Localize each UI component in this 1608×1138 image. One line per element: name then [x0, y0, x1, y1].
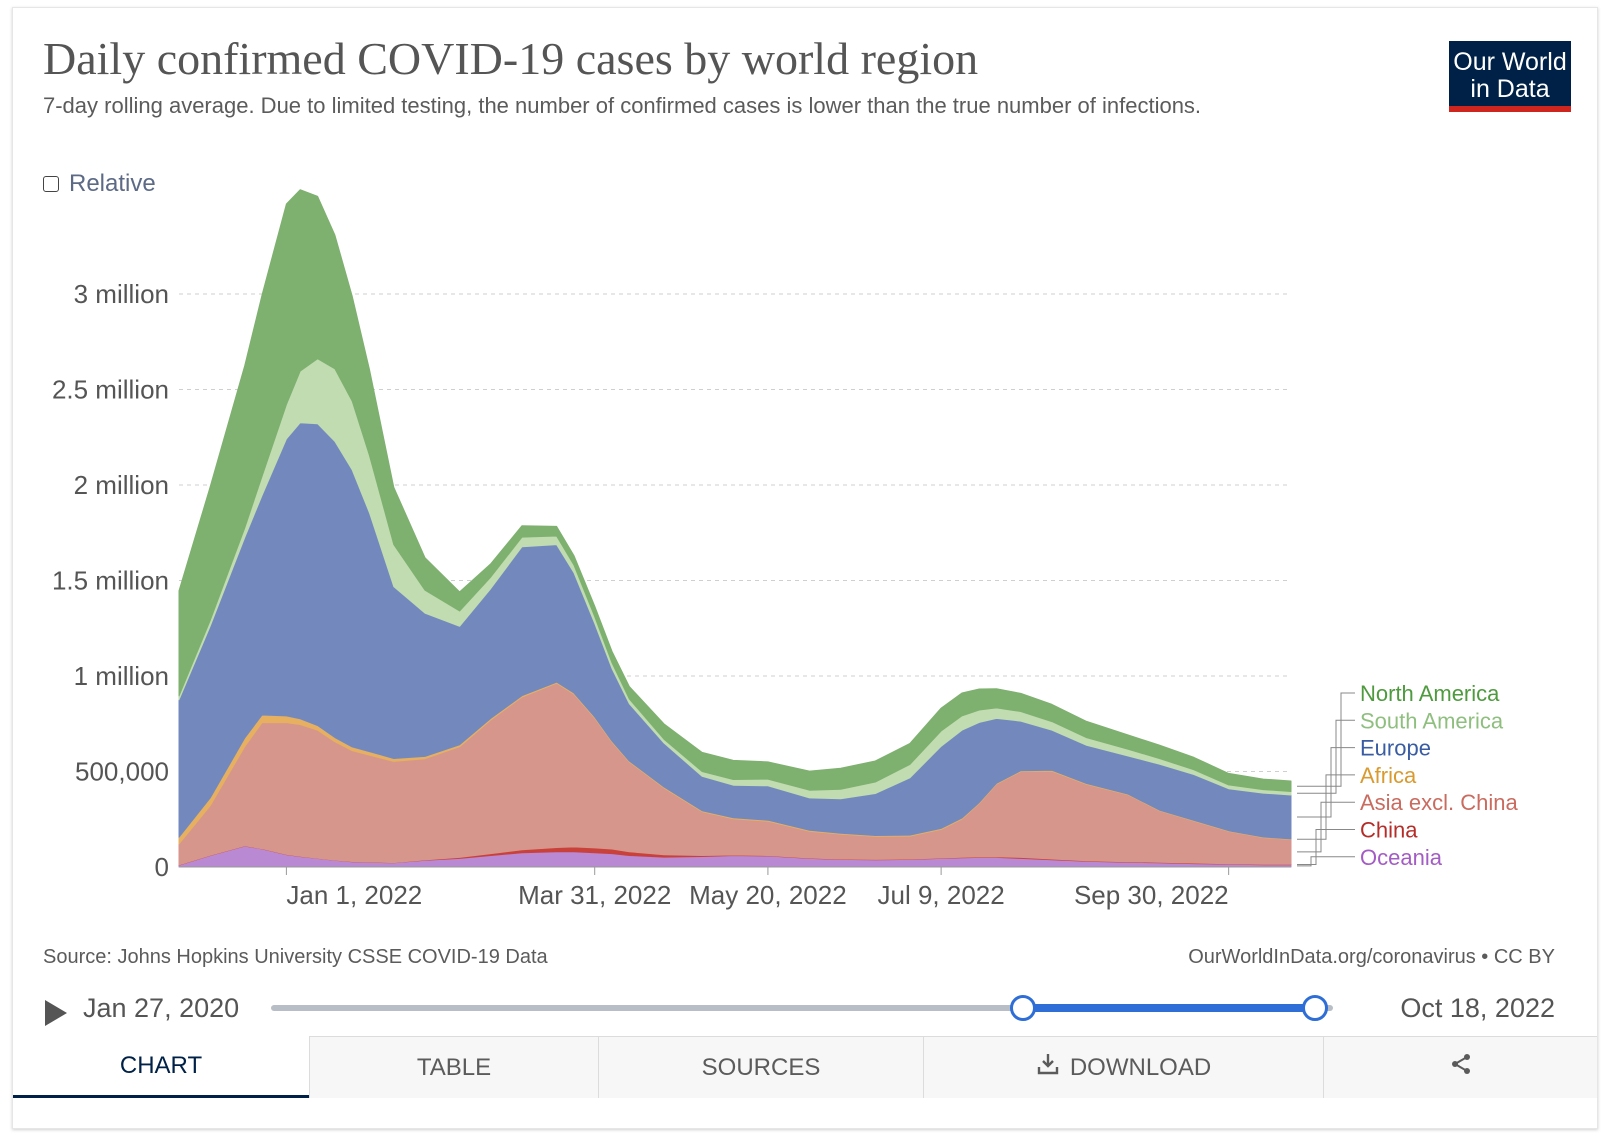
tab-table-label: TABLE: [416, 1053, 492, 1081]
legend-connector: [1297, 801, 1355, 853]
timeline-selected-range[interactable]: [1023, 1004, 1315, 1012]
x-tick-label: May 20, 2022: [689, 880, 847, 910]
legend-label: Oceania: [1360, 845, 1443, 870]
relative-checkbox[interactable]: [43, 176, 59, 192]
logo-accent-bar: [1449, 106, 1571, 112]
chart-frame: Daily confirmed COVID-19 cases by world …: [12, 7, 1598, 1129]
legend-label: Asia excl. China: [1360, 790, 1519, 815]
tab-chart-label: CHART: [119, 1052, 203, 1079]
tab-sources-label: SOURCES: [701, 1053, 821, 1081]
timeline-track[interactable]: [271, 1005, 1333, 1011]
timeline-end-handle[interactable]: [1302, 995, 1328, 1021]
chart-subtitle: 7-day rolling average. Due to limited te…: [43, 93, 1202, 118]
tab-share[interactable]: [1323, 1036, 1597, 1098]
x-tick-label: Sep 30, 2022: [1074, 880, 1229, 910]
timeline-start-label: Jan 27, 2020: [83, 993, 240, 1023]
x-tick-label: Jan 1, 2022: [286, 880, 422, 910]
y-tick-label: 1.5 million: [52, 565, 169, 595]
relative-toggle[interactable]: Relative: [43, 170, 156, 198]
logo-line-2: in Data: [1470, 75, 1550, 103]
axis-layer: 0 500,000 1 million 1.5 million 2 million 2.5…: [52, 279, 1291, 910]
source-note[interactable]: Source: Johns Hopkins University CSSE CO…: [43, 946, 548, 968]
x-tick-label: Jul 9, 2022: [878, 880, 1005, 910]
play-icon[interactable]: [45, 1000, 67, 1026]
legend-label: China: [1360, 818, 1418, 843]
tab-chart[interactable]: CHART: [13, 1036, 309, 1098]
legend-label: North America: [1360, 681, 1500, 706]
tab-download[interactable]: DOWNLOAD: [923, 1036, 1323, 1098]
logo-line-1: Our World: [1453, 48, 1567, 76]
share-icon: [1450, 1053, 1472, 1082]
legend-connector: [1297, 747, 1355, 818]
tab-table[interactable]: TABLE: [309, 1036, 598, 1098]
chart-title: Daily confirmed COVID-19 cases by world …: [43, 33, 979, 84]
legend-connector: [1297, 719, 1355, 794]
timeline-end-label: Oct 18, 2022: [1400, 993, 1555, 1023]
legend-label: Africa: [1360, 763, 1417, 788]
y-tick-label: 1 million: [74, 661, 169, 691]
area-north-america: [178, 189, 1292, 792]
credit-note[interactable]: OurWorldInData.org/coronavirus • CC BY: [1188, 946, 1555, 968]
y-tick-label: 3 million: [74, 279, 169, 309]
tab-download-label: DOWNLOAD: [1069, 1053, 1212, 1081]
owid-logo[interactable]: Our World in Data: [1449, 41, 1571, 112]
tab-sources[interactable]: SOURCES: [598, 1036, 923, 1098]
tab-bar: CHART TABLE SOURCES DOWNLOAD: [13, 1036, 1597, 1098]
y-tick-label: 0: [155, 852, 169, 882]
y-tick-label: 2.5 million: [52, 374, 169, 404]
legend-connector: [1297, 829, 1355, 865]
download-icon: [1036, 1052, 1060, 1083]
timeline-start-handle[interactable]: [1010, 995, 1036, 1021]
y-tick-label: 500,000: [75, 756, 169, 786]
relative-label: Relative: [69, 170, 156, 197]
y-tick-label: 2 million: [74, 470, 169, 500]
area-layer: [178, 189, 1292, 868]
legend-label: South America: [1360, 708, 1504, 733]
x-tick-label: Mar 31, 2022: [518, 880, 671, 910]
legend-connector: [1297, 692, 1355, 787]
legend-connector: [1297, 774, 1355, 840]
legend-label: Europe: [1360, 736, 1431, 761]
chart-svg: 0 500,000 1 million 1.5 million 2 million 2.5…: [52, 189, 1519, 910]
legend-connector: [1297, 856, 1355, 867]
